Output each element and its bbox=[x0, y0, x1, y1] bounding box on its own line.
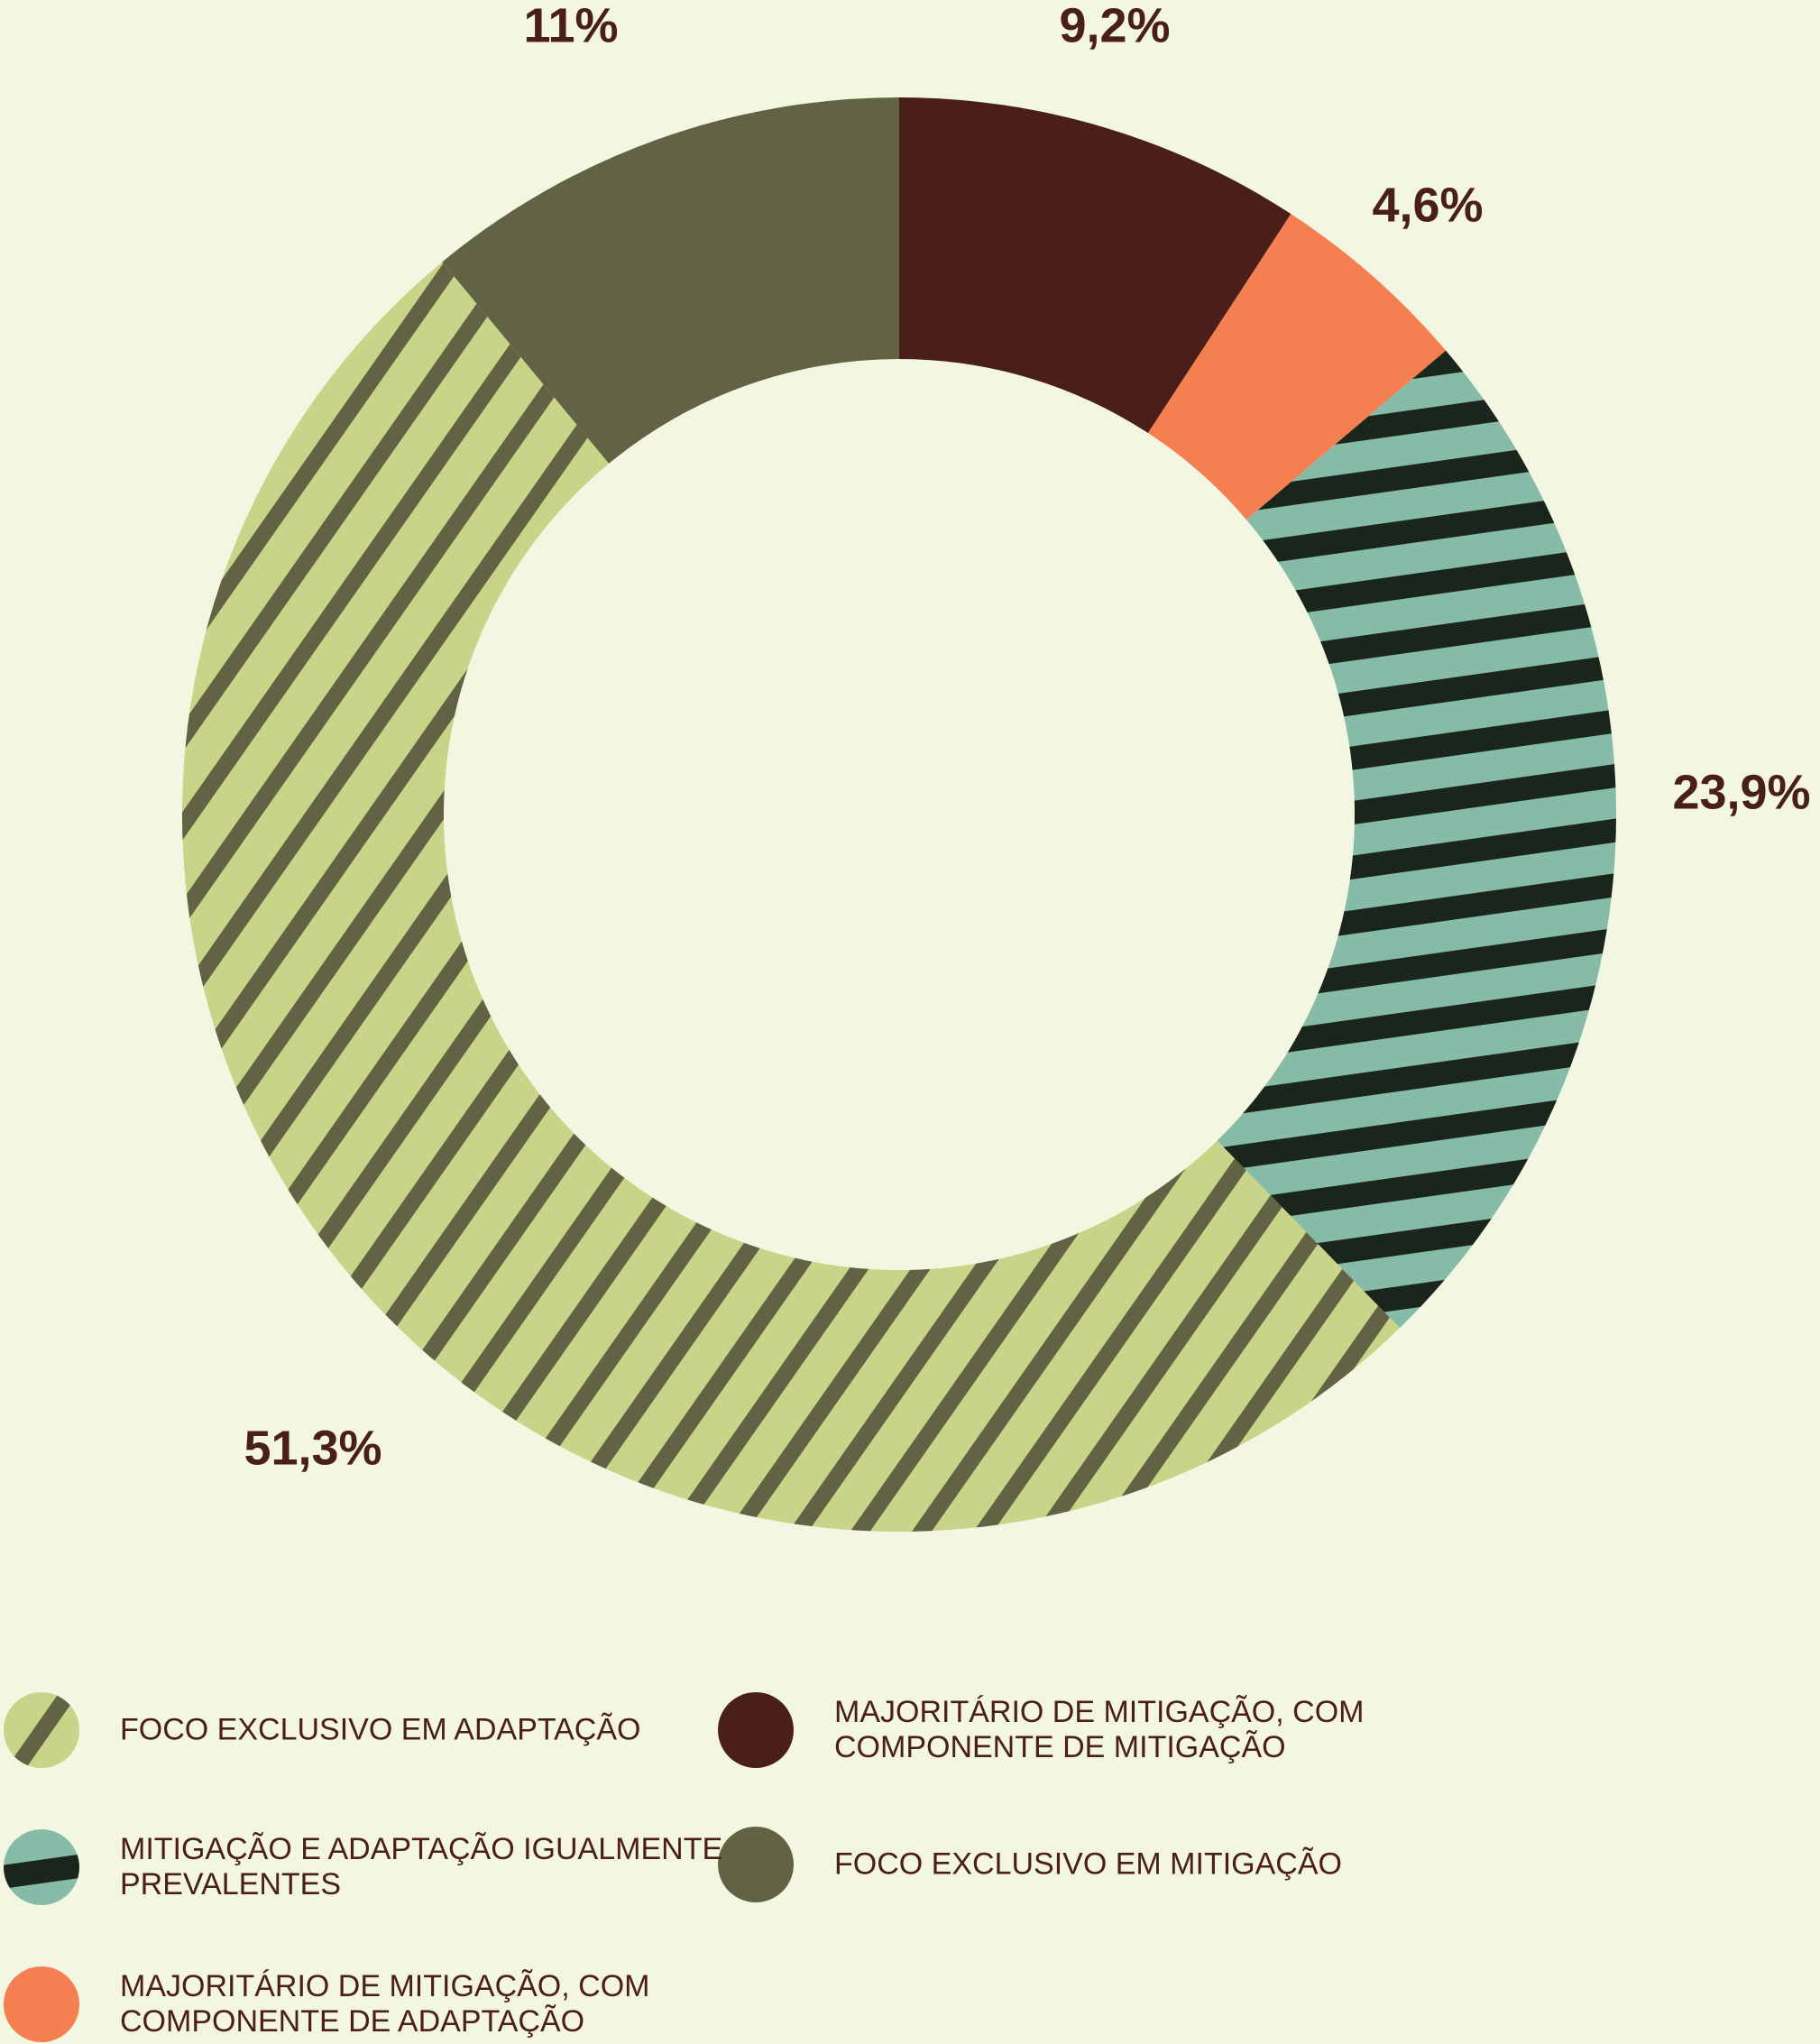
value-label: 11% bbox=[523, 0, 618, 52]
legend-swatch bbox=[4, 1966, 79, 2042]
legend-label: FOCO EXCLUSIVO EM ADAPTAÇÃO bbox=[120, 1712, 641, 1747]
donut-slice bbox=[182, 262, 1401, 1532]
legend-swatch bbox=[4, 1829, 79, 1905]
donut-slice bbox=[899, 97, 1291, 434]
legend-label: MAJORITÁRIO DE MITIGAÇÃO, COM COMPONENTE… bbox=[120, 1968, 650, 2039]
donut-slice bbox=[442, 97, 899, 464]
legend-label: FOCO EXCLUSIVO EM MITIGAÇÃO bbox=[834, 1846, 1342, 1882]
legend-label: MAJORITÁRIO DE MITIGAÇÃO, COM COMPONENTE… bbox=[834, 1694, 1365, 1764]
value-label: 4,6% bbox=[1372, 178, 1483, 232]
donut-slice bbox=[1147, 214, 1447, 520]
legend-swatch bbox=[718, 1827, 794, 1902]
legend-swatch bbox=[718, 1692, 794, 1768]
legend-label: MITIGAÇÃO E ADAPTAÇÃO IGUALMENTE PREVALE… bbox=[120, 1831, 723, 1901]
value-label: 23,9% bbox=[1672, 765, 1810, 819]
legend-swatch bbox=[4, 1692, 79, 1768]
value-label: 51,3% bbox=[244, 1421, 381, 1475]
donut-slice bbox=[1217, 350, 1616, 1329]
value-label: 9,2% bbox=[1059, 0, 1170, 52]
